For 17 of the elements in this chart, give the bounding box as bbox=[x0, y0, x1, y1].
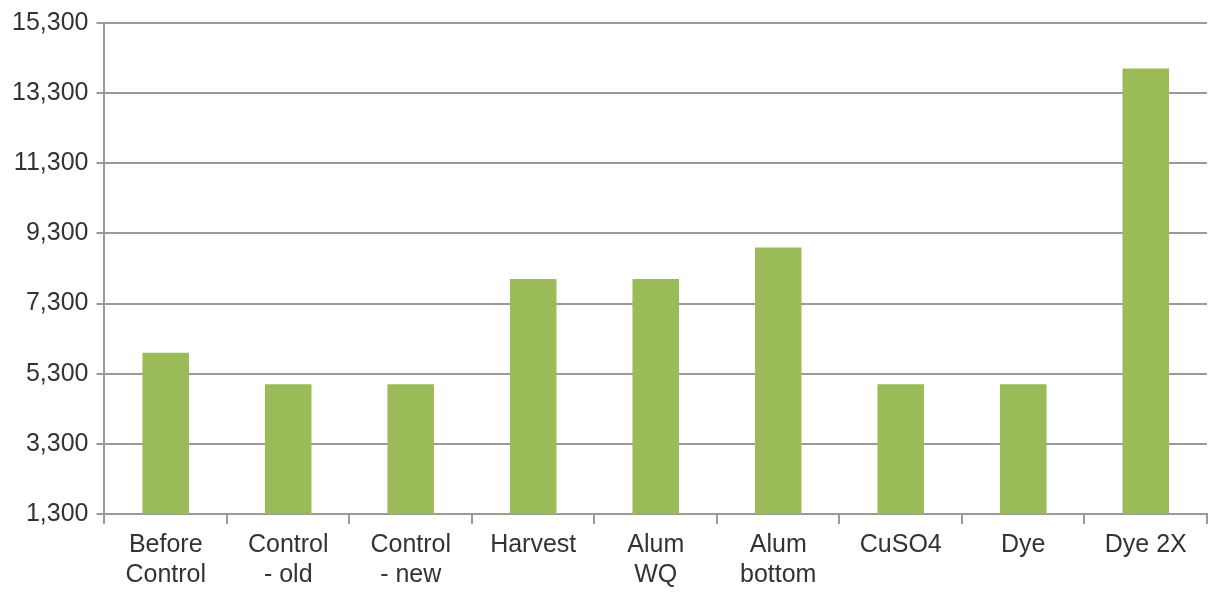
y-tick-label: 11,300 bbox=[13, 147, 89, 176]
x-tick-label: Alum bottom bbox=[740, 528, 817, 587]
y-tick-label: 3,300 bbox=[25, 427, 89, 456]
x-tick-label: Harvest bbox=[490, 528, 577, 557]
x-tick-label: Control - old bbox=[247, 528, 329, 587]
y-tick-label: 13,300 bbox=[12, 77, 89, 106]
x-tick-label: Before Control bbox=[125, 528, 207, 587]
x-tick-label: Dye 2X bbox=[1104, 528, 1188, 557]
x-tick-label: Control - new bbox=[370, 528, 452, 587]
y-tick-label: 1,300 bbox=[25, 497, 89, 526]
x-tick-label: CuSO4 bbox=[859, 528, 942, 557]
y-tick-label: 15,300 bbox=[12, 6, 89, 35]
x-tick-label: Alum WQ bbox=[627, 528, 685, 587]
y-tick-label: 5,300 bbox=[25, 357, 89, 386]
y-tick-label: 7,300 bbox=[25, 287, 89, 316]
x-tick-label: Dye bbox=[1001, 528, 1046, 557]
y-tick-label: 9,300 bbox=[25, 217, 89, 246]
